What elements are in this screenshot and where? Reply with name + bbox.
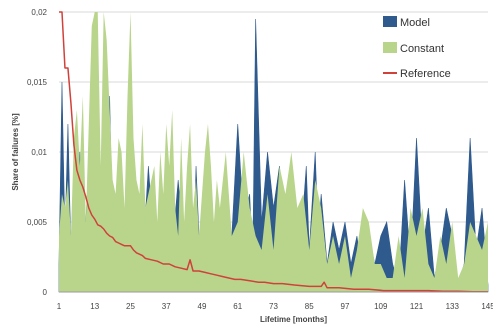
legend-swatch-constant <box>383 42 397 53</box>
y-tick-label-0: 0 <box>43 288 48 297</box>
legend: Model Constant Reference <box>383 16 451 80</box>
x-tick-labels: 1 13 25 37 49 61 73 85 97 109 121 133 145 <box>57 302 493 311</box>
series-constant-area <box>59 12 488 292</box>
x-tick-label-5: 61 <box>233 302 242 311</box>
y-tick-label-1: 0,005 <box>27 218 48 227</box>
y-tick-label-2: 0,01 <box>31 148 47 157</box>
x-tick-label-10: 121 <box>410 302 424 311</box>
x-tick-label-12: 145 <box>481 302 493 311</box>
series-reference-line <box>59 11 488 293</box>
y-tick-label-4: 0,02 <box>31 8 47 17</box>
y-axis-title: Share of failures [%] <box>11 113 20 191</box>
x-axis-title: Lifetime [months] <box>260 315 327 324</box>
x-tick-label-7: 85 <box>305 302 314 311</box>
x-tick-label-11: 133 <box>446 302 460 311</box>
legend-label-model: Model <box>400 17 430 29</box>
y-tick-label-3: 0,015 <box>27 78 48 87</box>
legend-label-reference: Reference <box>400 68 451 80</box>
legend-swatch-model <box>383 16 397 27</box>
x-tick-label-0: 1 <box>57 302 62 311</box>
x-tick-label-3: 37 <box>162 302 171 311</box>
axes: 0 0,005 0,01 0,015 0,02 1 13 25 37 49 61 73 85 97 109… <box>11 8 493 324</box>
x-tick-label-8: 97 <box>341 302 350 311</box>
x-tick-label-9: 109 <box>374 302 388 311</box>
legend-label-constant: Constant <box>400 43 444 55</box>
x-tick-label-2: 25 <box>126 302 135 311</box>
x-tick-label-4: 49 <box>198 302 207 311</box>
series-layer <box>58 11 489 293</box>
x-tick-label-1: 13 <box>90 302 99 311</box>
y-tick-labels: 0 0,005 0,01 0,015 0,02 <box>27 8 48 297</box>
x-tick-label-6: 73 <box>269 302 278 311</box>
